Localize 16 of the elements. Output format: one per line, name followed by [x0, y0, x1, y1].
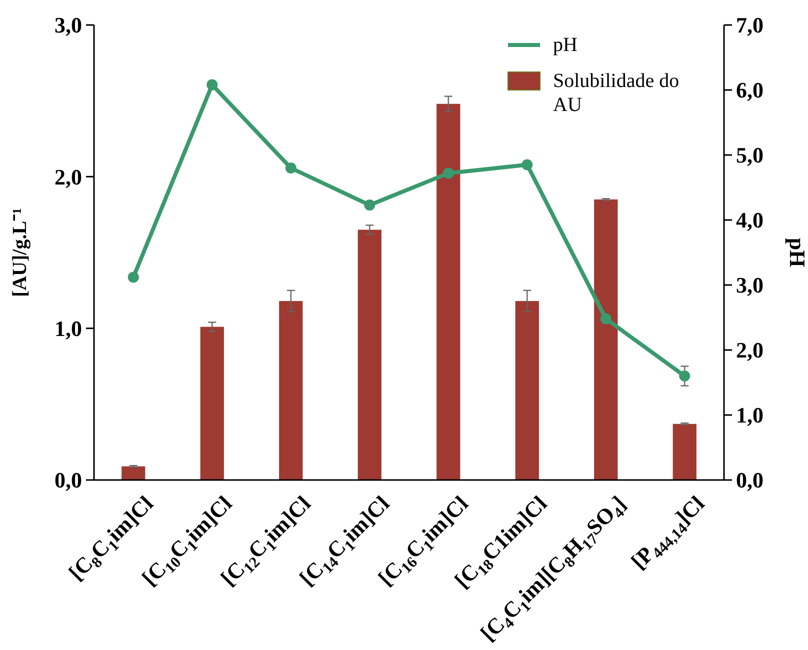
- y2-tick-label: 5,0: [736, 142, 764, 168]
- y-tick-label: 0,0: [54, 468, 82, 493]
- y-tick-label: 2,0: [54, 164, 82, 190]
- y2-tick-label: 7,0: [736, 12, 764, 38]
- y2-tick-label: 1,0: [736, 402, 764, 428]
- y2-axis-title: pH: [785, 238, 808, 268]
- y2-tick-label: 0,0: [736, 468, 764, 493]
- y-tick-label: 3,0: [54, 12, 82, 38]
- y-axis-title: [AU]/g.L⁻¹: [9, 208, 31, 298]
- y2-tick-label: 6,0: [736, 78, 764, 103]
- y2-tick-label: 2,0: [736, 338, 764, 363]
- legend-label: Solubilidade do AU: [553, 70, 680, 116]
- y-tick-label: 1,0: [54, 316, 82, 342]
- legend-label: pH: [553, 34, 578, 56]
- y2-tick-label: 4,0: [736, 208, 764, 233]
- y2-tick-label: 3,0: [736, 272, 764, 298]
